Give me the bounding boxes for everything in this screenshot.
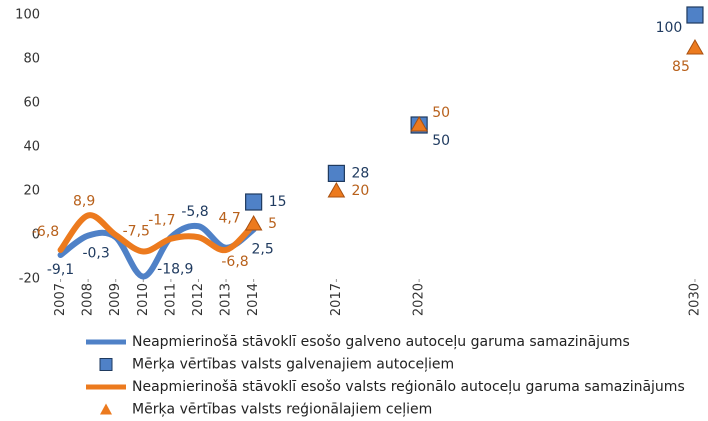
- legend-label: Mērķa vērtības valsts galvenajiem autoce…: [132, 357, 454, 373]
- y-tick-label: 0: [32, 228, 40, 243]
- data-label: 8,9: [73, 193, 95, 209]
- x-tick-label: 2030: [687, 283, 702, 316]
- data-label: -18,9: [157, 262, 193, 278]
- x-tick-label: 2017: [329, 283, 344, 316]
- x-tick-label: 2013: [219, 283, 234, 316]
- target-square: [686, 6, 704, 24]
- data-label: -6,8: [221, 254, 248, 270]
- data-label: 50: [432, 133, 450, 149]
- x-tick-label: 2012: [191, 283, 206, 316]
- x-tick-label: 2010: [136, 283, 151, 316]
- data-label: -6,8: [32, 224, 59, 240]
- y-tick-label: 80: [23, 52, 40, 67]
- y-tick-label: 100: [15, 8, 40, 23]
- target-triangle: [410, 115, 428, 132]
- x-tick-label: 2009: [108, 283, 123, 316]
- data-label: 100: [656, 20, 683, 36]
- y-tick-label: 20: [23, 184, 40, 199]
- data-label: -5,8: [181, 204, 208, 220]
- line-series: [57, 212, 257, 255]
- y-tick-label: 40: [23, 140, 40, 155]
- data-label: 15: [269, 194, 287, 210]
- data-label: -9,1: [47, 262, 74, 278]
- x-tick-label: 2007: [53, 283, 68, 316]
- legend-swatch: [100, 403, 112, 415]
- legend-label: Neapmierinošā stāvoklī esošo galveno aut…: [132, 334, 630, 350]
- target-square: [327, 164, 345, 182]
- data-label: 85: [672, 59, 690, 75]
- line-series: [57, 222, 257, 280]
- legend-label: Neapmierinošā stāvoklī esošo valsts reģi…: [132, 379, 685, 395]
- data-label: -7,5: [123, 224, 150, 240]
- y-tick-label: -20: [19, 272, 40, 287]
- x-tick-label: 2014: [246, 283, 261, 316]
- data-label: 50: [432, 105, 450, 121]
- data-label: -0,3: [82, 246, 109, 262]
- x-tick-label: 2020: [412, 283, 427, 316]
- y-tick-label: 60: [23, 96, 40, 111]
- legend-swatch: [99, 358, 113, 371]
- target-triangle: [327, 181, 346, 198]
- x-tick-label: 2008: [81, 283, 96, 316]
- data-label: 2,5: [252, 242, 274, 258]
- legend-label: Mērķa vērtības valsts reģionālajiem ceļi…: [132, 402, 432, 418]
- data-label: 20: [351, 183, 369, 199]
- data-label: 4,7: [219, 211, 241, 227]
- target-triangle: [244, 214, 263, 231]
- data-label: 5: [268, 216, 277, 232]
- data-label: -1,7: [148, 213, 175, 229]
- target-square: [245, 193, 263, 211]
- target-triangle: [686, 38, 704, 55]
- data-label: 28: [351, 165, 369, 181]
- x-tick-label: 2011: [163, 283, 178, 316]
